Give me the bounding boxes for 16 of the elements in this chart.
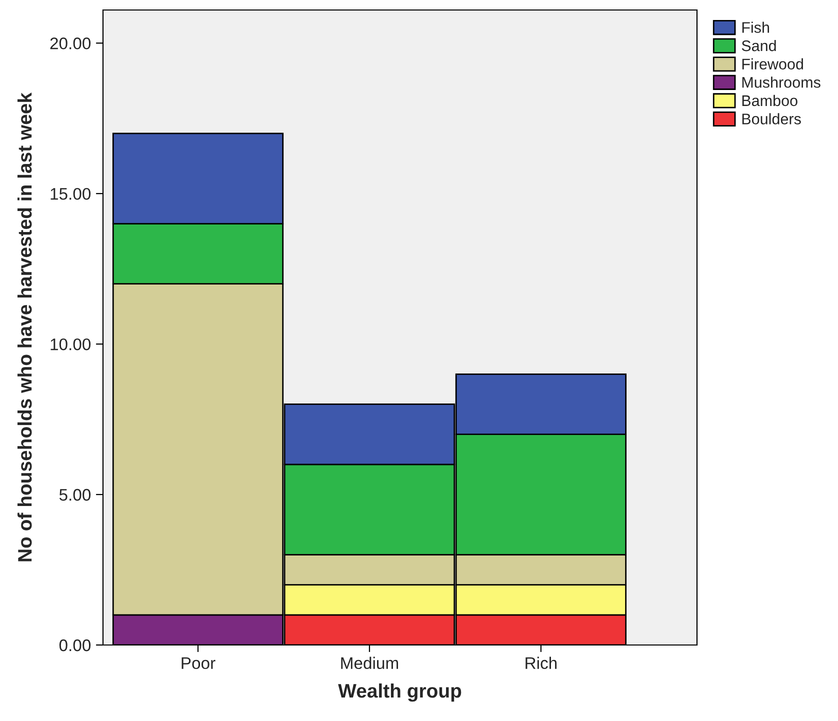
y-tick-label: 10.00 [50, 338, 91, 350]
x-axis-title: Wealth group [338, 683, 462, 702]
legend-label: Fish [742, 22, 770, 33]
x-tick-label: Poor [182, 657, 216, 670]
legend-label: Boulders [742, 113, 801, 124]
y-tick-label: 0.00 [59, 639, 91, 652]
x-tick-label: Rich [526, 656, 557, 670]
y-axis-title: No of households who have harvested in last week [17, 92, 32, 562]
y-tick-label: 5.00 [59, 488, 91, 501]
legend-label: Mushrooms [742, 76, 820, 88]
legend-label: Bamboo [742, 94, 798, 106]
x-tick-label: Medium [341, 656, 398, 670]
y-tick-label: 15.00 [50, 188, 91, 200]
legend-label: Sand [742, 40, 776, 52]
legend-label: Firewood [742, 58, 803, 70]
y-tick-label: 20.00 [50, 38, 91, 50]
